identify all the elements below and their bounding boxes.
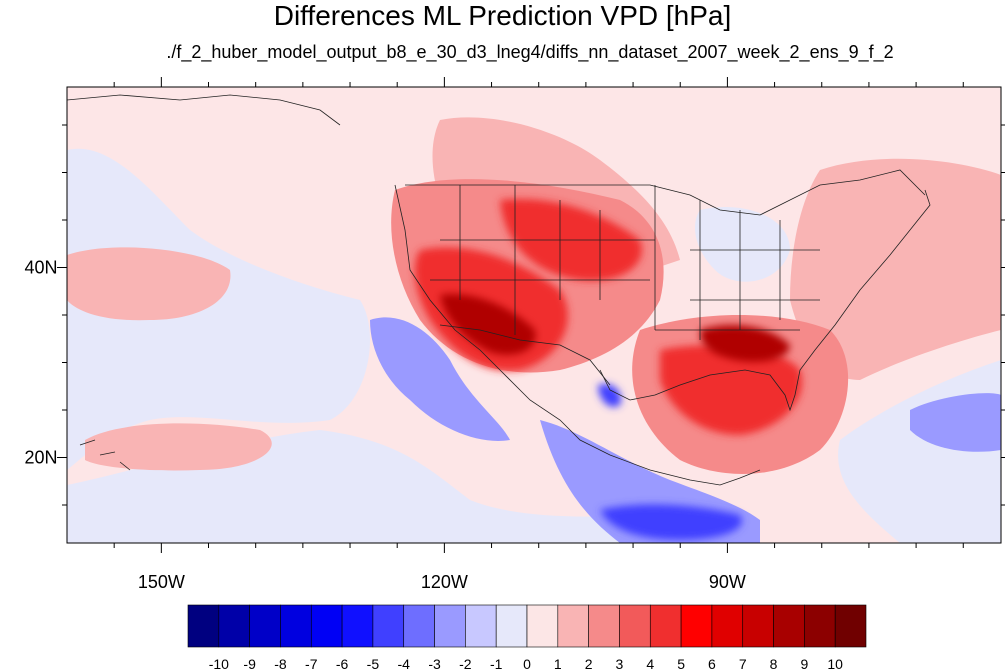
- colorbar-label: 10: [827, 656, 843, 672]
- colorbar-swatch: [249, 604, 281, 648]
- map-axes: 150W 120W 90W 40N 20N: [24, 77, 1005, 592]
- state-borders-east: [655, 200, 820, 340]
- field-patch-pos2-hawaii: [85, 423, 272, 471]
- colorbar-swatch: [465, 604, 497, 648]
- colorbar-swatch: [434, 604, 466, 648]
- field-patch-pos8-georgia: [700, 325, 790, 362]
- field-patch-neg1-central-pacific: [67, 148, 370, 470]
- coastline-hawaii: [79, 439, 131, 471]
- colorbar-swatch: [804, 604, 836, 648]
- colorbar-swatch: [403, 604, 435, 648]
- state-borders-west: [430, 185, 656, 335]
- colorbar-swatch: [187, 604, 220, 648]
- colorbar-label: -2: [459, 656, 472, 672]
- field-patch-pos5-gulf: [660, 345, 802, 435]
- colorbar-label: 4: [646, 656, 654, 672]
- colorbar-label: -3: [428, 656, 441, 672]
- border-us-mexico: [439, 324, 611, 386]
- colorbar-label: -8: [274, 656, 287, 672]
- colorbar-label: -7: [305, 656, 318, 672]
- colorbar-label: 1: [554, 656, 562, 672]
- colorbar-swatch: [495, 604, 528, 648]
- field-patch-pos2-northeast: [790, 158, 1001, 380]
- colorbar-swatch: [680, 604, 713, 648]
- y-tick-label: 40N: [24, 258, 57, 278]
- colorbar-swatch: [341, 604, 374, 648]
- colorbar-label: 8: [770, 656, 778, 672]
- colorbar-label: 9: [800, 656, 808, 672]
- colorbar-swatch: [557, 604, 589, 648]
- colorbar-swatch: [218, 604, 250, 648]
- colorbar-label: 7: [739, 656, 747, 672]
- colorbar-swatch: [619, 604, 651, 648]
- field-patch-neg1-great-lakes: [695, 206, 790, 282]
- x-tick-label: 150W: [138, 572, 185, 592]
- colorbar-label: -4: [398, 656, 411, 672]
- colorbar: -10 -9 -8 -7 -6 -5 -4 -3 -2 -1 0 1 2 3 4 5 6 7 8 9 10: [187, 604, 867, 672]
- colorbar-swatch: [773, 604, 805, 648]
- field-patch-neg2-baja: [370, 317, 510, 441]
- colorbar-label: 2: [585, 656, 593, 672]
- colorbar-label: 5: [677, 656, 685, 672]
- field-patch-pos8-arizona: [440, 294, 536, 355]
- colorbar-swatch: [649, 604, 682, 648]
- colorbar-label: -6: [336, 656, 349, 672]
- colorbar-swatch: [588, 604, 620, 648]
- colorbar-swatch: [280, 604, 312, 648]
- colorbar-label: -10: [209, 656, 229, 672]
- colorbar-swatch: [711, 604, 744, 648]
- colorbar-swatch: [742, 604, 774, 648]
- colorbar-label: -5: [367, 656, 380, 672]
- colorbar-swatch: [310, 604, 343, 648]
- colorbar-label: 0: [523, 656, 531, 672]
- colorbar-swatch: [526, 604, 559, 648]
- field-patch-neg4-gulf: [598, 383, 622, 408]
- colorbar-label: -1: [490, 656, 503, 672]
- field-patch-pos2-west-pacific: [67, 247, 231, 321]
- x-tick-label: 120W: [421, 572, 468, 592]
- chart-subtitle: ./f_2_huber_model_output_b8_e_30_d3_lneg…: [166, 42, 894, 62]
- colorbar-label: -9: [243, 656, 256, 672]
- colorbar-swatch: [372, 604, 405, 648]
- coastline-north-america: [394, 184, 931, 486]
- coastline-alaska: [67, 94, 341, 126]
- border-us-canada: [405, 169, 926, 216]
- chart-title: Differences ML Prediction VPD [hPa]: [273, 0, 732, 31]
- colorbar-label: 3: [616, 656, 624, 672]
- y-tick-label: 20N: [24, 448, 57, 468]
- field-patch-neg4-pacific: [600, 504, 742, 540]
- x-tick-label: 90W: [709, 572, 746, 592]
- vpd-difference-field: [67, 87, 1001, 543]
- colorbar-swatch: [834, 604, 867, 648]
- colorbar-label: 6: [708, 656, 716, 672]
- field-patch-neg2-atlantic: [910, 393, 1001, 452]
